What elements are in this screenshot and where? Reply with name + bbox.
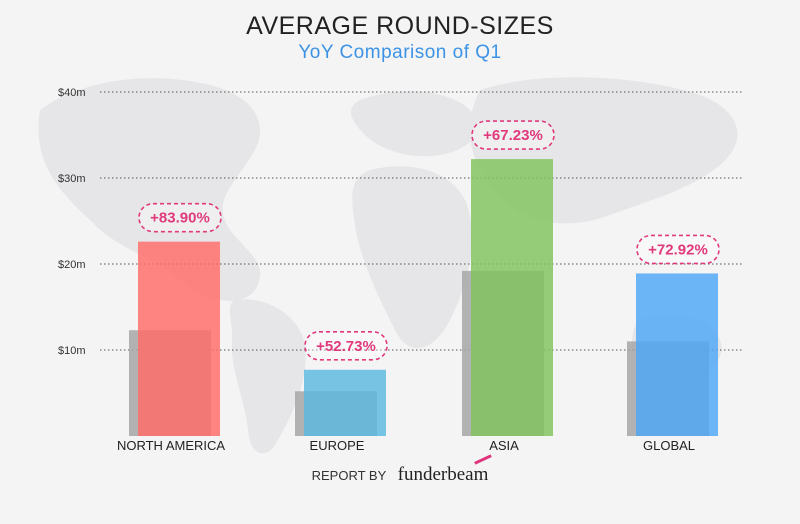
x-category-label: NORTH AMERICA (117, 438, 225, 453)
y-tick-label: $40m (58, 87, 86, 99)
x-category-label: GLOBAL (643, 438, 695, 453)
bar-current (304, 369, 386, 436)
y-tick-label: $10m (58, 345, 86, 357)
footer-prefix: REPORT BY (311, 468, 387, 483)
change-badge (471, 120, 555, 150)
bar-current (636, 273, 718, 436)
x-category-label: ASIA (489, 438, 519, 453)
change-label: +83.90% (150, 210, 210, 227)
change-badge (304, 330, 388, 361)
change-badge (138, 202, 222, 233)
footer-credit: REPORT BY funderbeam (0, 454, 800, 486)
change-label: +52.73% (316, 338, 376, 355)
change-label: +72.92% (648, 241, 708, 258)
brand-logo: funderbeam (397, 454, 493, 485)
bar-current (138, 241, 220, 436)
y-tick-label: $20m (58, 259, 86, 271)
y-tick-label: $30m (58, 173, 86, 185)
change-badge (636, 234, 720, 265)
change-label: +67.23% (483, 127, 543, 144)
chart-subtitle: YoY Comparison of Q1 (298, 42, 502, 63)
bar-current (471, 159, 553, 436)
chart-title: AVERAGE ROUND-SIZES (246, 12, 554, 40)
brand-name: funderbeam (397, 464, 489, 485)
x-category-label: EUROPE (310, 438, 365, 453)
